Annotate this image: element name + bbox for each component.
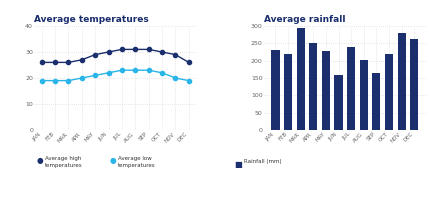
- Bar: [385, 54, 393, 130]
- Bar: [359, 60, 368, 130]
- Text: Average high
temperatures: Average high temperatures: [45, 156, 83, 168]
- Text: Average low
temperatures: Average low temperatures: [118, 156, 156, 168]
- Text: ■: ■: [234, 160, 242, 169]
- Bar: [284, 54, 292, 130]
- Bar: [309, 43, 317, 130]
- Bar: [397, 33, 406, 130]
- Bar: [347, 47, 355, 130]
- Text: Average temperatures: Average temperatures: [34, 15, 149, 24]
- Bar: [335, 75, 343, 130]
- Text: ●: ●: [37, 156, 43, 165]
- Bar: [322, 51, 330, 130]
- Text: Average rainfall: Average rainfall: [264, 15, 346, 24]
- Text: Rainfall (mm): Rainfall (mm): [244, 159, 282, 164]
- Bar: [271, 50, 280, 130]
- Text: ●: ●: [110, 156, 116, 165]
- Bar: [372, 73, 381, 130]
- Bar: [297, 28, 305, 130]
- Bar: [410, 39, 418, 130]
